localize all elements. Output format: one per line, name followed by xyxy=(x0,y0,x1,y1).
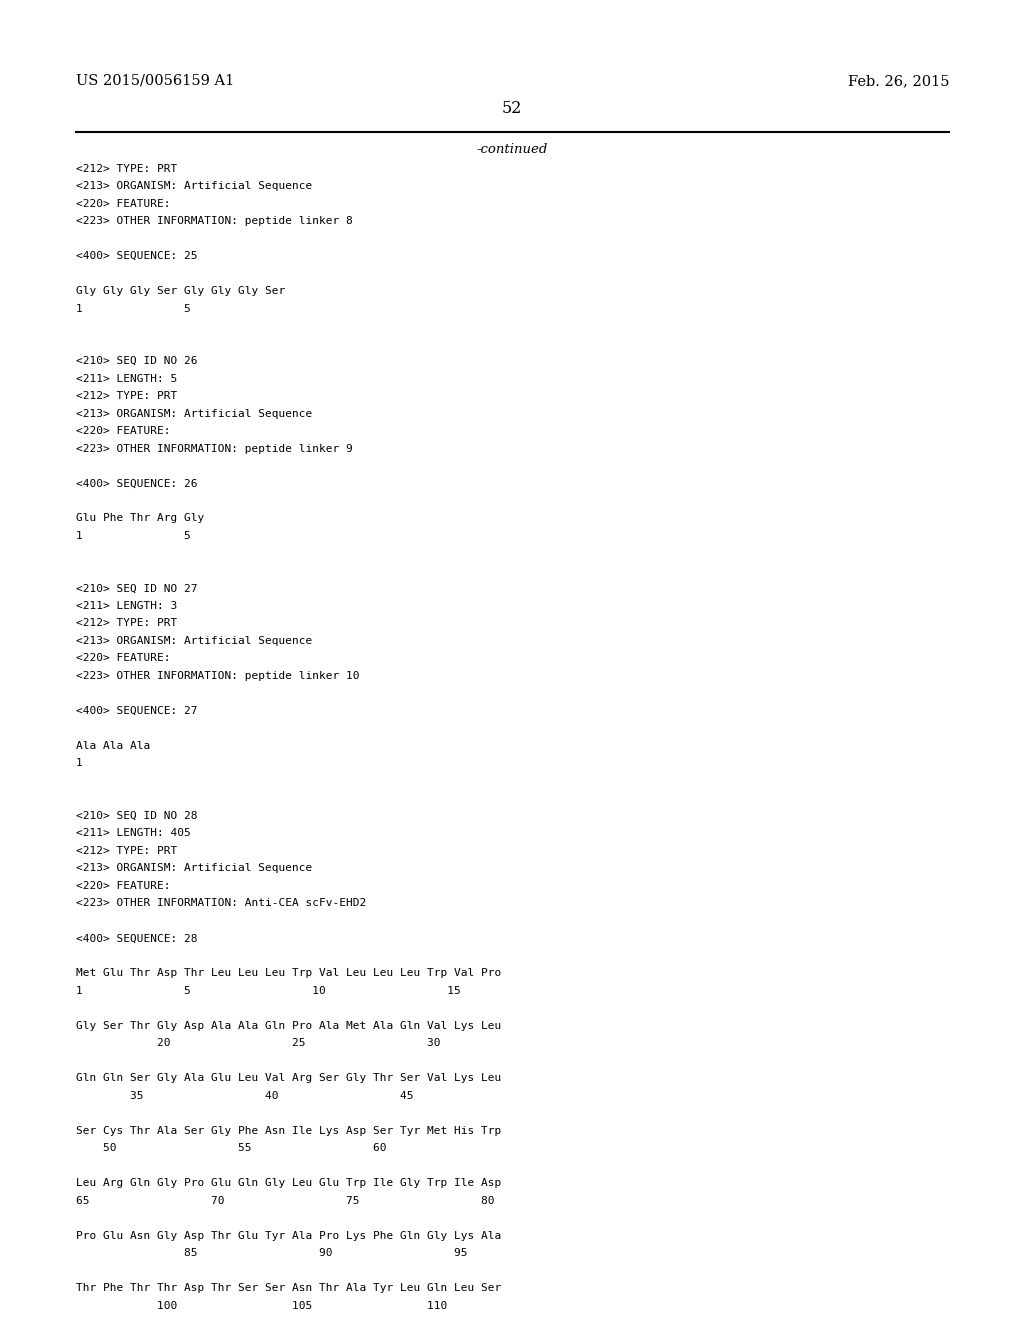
Text: 50                  55                  60: 50 55 60 xyxy=(76,1143,386,1154)
Text: 100                 105                 110: 100 105 110 xyxy=(76,1300,447,1311)
Text: <211> LENGTH: 5: <211> LENGTH: 5 xyxy=(76,374,177,384)
Text: <223> OTHER INFORMATION: peptide linker 10: <223> OTHER INFORMATION: peptide linker … xyxy=(76,671,359,681)
Text: Glu Phe Thr Arg Gly: Glu Phe Thr Arg Gly xyxy=(76,513,204,524)
Text: <220> FEATURE:: <220> FEATURE: xyxy=(76,653,170,664)
Text: <400> SEQUENCE: 26: <400> SEQUENCE: 26 xyxy=(76,478,198,488)
Text: <213> ORGANISM: Artificial Sequence: <213> ORGANISM: Artificial Sequence xyxy=(76,408,312,418)
Text: Gln Gln Ser Gly Ala Glu Leu Val Arg Ser Gly Thr Ser Val Lys Leu: Gln Gln Ser Gly Ala Glu Leu Val Arg Ser … xyxy=(76,1073,501,1084)
Text: <220> FEATURE:: <220> FEATURE: xyxy=(76,198,170,209)
Text: <400> SEQUENCE: 27: <400> SEQUENCE: 27 xyxy=(76,706,198,715)
Text: Leu Arg Gln Gly Pro Glu Gln Gly Leu Glu Trp Ile Gly Trp Ile Asp: Leu Arg Gln Gly Pro Glu Gln Gly Leu Glu … xyxy=(76,1177,501,1188)
Text: -continued: -continued xyxy=(476,143,548,156)
Text: <210> SEQ ID NO 27: <210> SEQ ID NO 27 xyxy=(76,583,198,594)
Text: Feb. 26, 2015: Feb. 26, 2015 xyxy=(848,74,949,88)
Text: <220> FEATURE:: <220> FEATURE: xyxy=(76,880,170,891)
Text: <211> LENGTH: 405: <211> LENGTH: 405 xyxy=(76,828,190,838)
Text: <220> FEATURE:: <220> FEATURE: xyxy=(76,426,170,436)
Text: <211> LENGTH: 3: <211> LENGTH: 3 xyxy=(76,601,177,611)
Text: <212> TYPE: PRT: <212> TYPE: PRT xyxy=(76,618,177,628)
Text: 1               5: 1 5 xyxy=(76,304,190,314)
Text: <213> ORGANISM: Artificial Sequence: <213> ORGANISM: Artificial Sequence xyxy=(76,863,312,874)
Text: Pro Glu Asn Gly Asp Thr Glu Tyr Ala Pro Lys Phe Gln Gly Lys Ala: Pro Glu Asn Gly Asp Thr Glu Tyr Ala Pro … xyxy=(76,1230,501,1241)
Text: <210> SEQ ID NO 26: <210> SEQ ID NO 26 xyxy=(76,356,198,366)
Text: Thr Phe Thr Thr Asp Thr Ser Ser Asn Thr Ala Tyr Leu Gln Leu Ser: Thr Phe Thr Thr Asp Thr Ser Ser Asn Thr … xyxy=(76,1283,501,1294)
Text: Met Glu Thr Asp Thr Leu Leu Leu Trp Val Leu Leu Leu Trp Val Pro: Met Glu Thr Asp Thr Leu Leu Leu Trp Val … xyxy=(76,968,501,978)
Text: <223> OTHER INFORMATION: peptide linker 8: <223> OTHER INFORMATION: peptide linker … xyxy=(76,216,352,226)
Text: <213> ORGANISM: Artificial Sequence: <213> ORGANISM: Artificial Sequence xyxy=(76,636,312,645)
Text: <223> OTHER INFORMATION: Anti-CEA scFv-EHD2: <223> OTHER INFORMATION: Anti-CEA scFv-E… xyxy=(76,898,367,908)
Text: 1: 1 xyxy=(76,758,83,768)
Text: 52: 52 xyxy=(502,100,522,117)
Text: <400> SEQUENCE: 25: <400> SEQUENCE: 25 xyxy=(76,251,198,261)
Text: <212> TYPE: PRT: <212> TYPE: PRT xyxy=(76,164,177,174)
Text: 65                  70                  75                  80: 65 70 75 80 xyxy=(76,1196,495,1205)
Text: 35                  40                  45: 35 40 45 xyxy=(76,1090,414,1101)
Text: <213> ORGANISM: Artificial Sequence: <213> ORGANISM: Artificial Sequence xyxy=(76,181,312,191)
Text: Ser Cys Thr Ala Ser Gly Phe Asn Ile Lys Asp Ser Tyr Met His Trp: Ser Cys Thr Ala Ser Gly Phe Asn Ile Lys … xyxy=(76,1126,501,1135)
Text: 1               5                  10                  15: 1 5 10 15 xyxy=(76,986,461,995)
Text: 1               5: 1 5 xyxy=(76,531,190,541)
Text: 85                  90                  95: 85 90 95 xyxy=(76,1247,468,1258)
Text: Ala Ala Ala: Ala Ala Ala xyxy=(76,741,151,751)
Text: Gly Ser Thr Gly Asp Ala Ala Gln Pro Ala Met Ala Gln Val Lys Leu: Gly Ser Thr Gly Asp Ala Ala Gln Pro Ala … xyxy=(76,1020,501,1031)
Text: 20                  25                  30: 20 25 30 xyxy=(76,1038,440,1048)
Text: <210> SEQ ID NO 28: <210> SEQ ID NO 28 xyxy=(76,810,198,821)
Text: <223> OTHER INFORMATION: peptide linker 9: <223> OTHER INFORMATION: peptide linker … xyxy=(76,444,352,454)
Text: <212> TYPE: PRT: <212> TYPE: PRT xyxy=(76,846,177,855)
Text: Gly Gly Gly Ser Gly Gly Gly Ser: Gly Gly Gly Ser Gly Gly Gly Ser xyxy=(76,286,286,296)
Text: <400> SEQUENCE: 28: <400> SEQUENCE: 28 xyxy=(76,933,198,944)
Text: <212> TYPE: PRT: <212> TYPE: PRT xyxy=(76,391,177,401)
Text: US 2015/0056159 A1: US 2015/0056159 A1 xyxy=(76,74,234,88)
